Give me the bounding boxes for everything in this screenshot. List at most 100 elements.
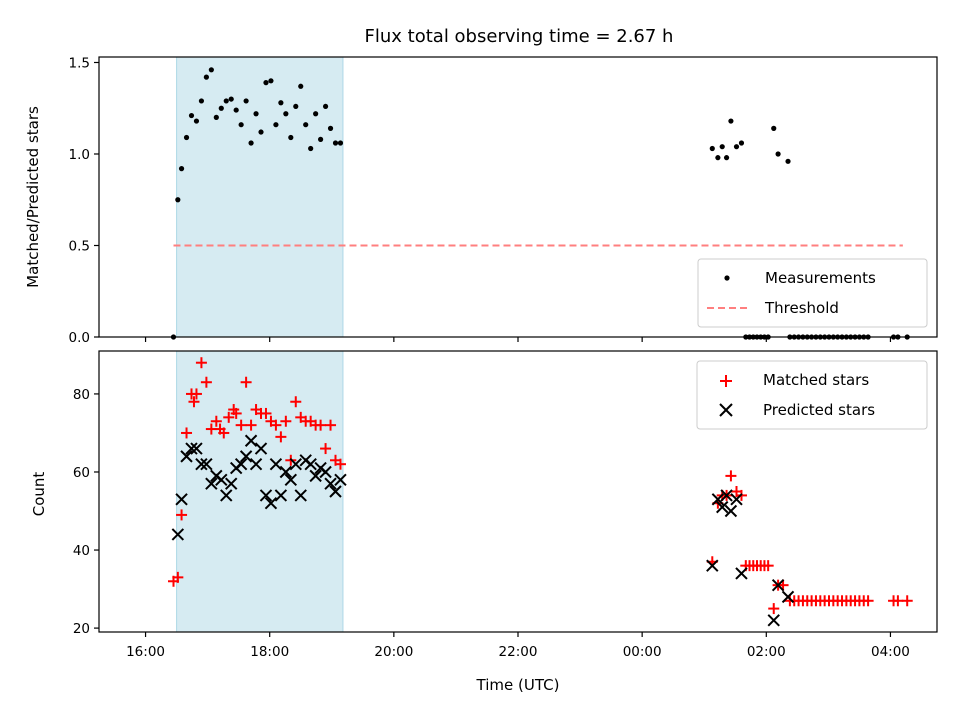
predicted-point (259, 489, 273, 502)
legend-predicted-marker (719, 403, 733, 417)
bottom-y-tick-label: 80 (73, 387, 90, 403)
legend-measurements-label: Measurements (765, 269, 876, 287)
matched-points (167, 357, 913, 615)
measurement-point (243, 98, 249, 104)
measurement-point (175, 197, 181, 203)
predicted-point (329, 485, 342, 498)
measurement-point (303, 122, 309, 128)
predicted-point (279, 465, 293, 479)
measurement-point (733, 144, 740, 150)
measurement-point (228, 96, 234, 102)
predicted-point (249, 457, 263, 471)
predicted-point (289, 457, 302, 471)
top-y-tick-label: 0.5 (69, 238, 90, 254)
measurement-point (248, 140, 254, 146)
measurement-point (218, 105, 224, 111)
x-tick-label: 02:00 (747, 644, 786, 660)
matched-point (862, 595, 874, 607)
measurement-point (278, 100, 284, 106)
measurement-point (738, 140, 745, 146)
measurement-point (715, 155, 721, 161)
predicted-point (269, 457, 283, 471)
measurement-point (785, 158, 791, 164)
measurement-point (183, 134, 190, 141)
top-y-axis-label: Matched/Predicted stars (24, 106, 42, 288)
matched-point (290, 396, 302, 408)
legend-threshold-label: Threshold (764, 299, 839, 317)
measurement-point (288, 134, 294, 141)
measurement-point (771, 125, 777, 131)
top-y-tick-label: 1.5 (69, 55, 90, 71)
top-y-ticks: 0.0 0.5 1.0 1.5 (69, 55, 99, 346)
chart-title: Flux total observing time = 2.67 h (365, 26, 674, 47)
predicted-point (175, 493, 188, 506)
predicted-point (716, 500, 729, 514)
top-y-tick-label: 0.0 (69, 330, 90, 346)
matched-point (901, 595, 913, 607)
measurement-point (298, 83, 304, 89)
predicted-point (254, 442, 268, 455)
predicted-point (200, 457, 213, 471)
top-legend-box (697, 258, 928, 328)
matched-point (334, 458, 346, 470)
matched-point (230, 407, 242, 419)
measurement-point (198, 98, 205, 104)
predicted-point (735, 567, 748, 580)
measurement-point (193, 118, 200, 124)
measurement-point (263, 80, 269, 86)
predicted-point (334, 473, 347, 486)
matched-point (190, 388, 202, 400)
predicted-point (239, 450, 253, 463)
measurement-points (170, 67, 910, 340)
bottom-y-tick-label: 40 (73, 543, 90, 559)
predicted-point (711, 493, 725, 506)
matched-point (240, 376, 252, 388)
measurement-point (233, 107, 239, 113)
measurement-point (238, 122, 244, 128)
predicted-point (730, 493, 743, 506)
bottom-legend-box (696, 360, 928, 430)
predicted-point (274, 489, 288, 502)
matched-point (270, 419, 282, 431)
bottom-legend: Matched stars Predicted stars (696, 360, 928, 430)
matched-point (762, 560, 774, 572)
measurement-point (208, 67, 214, 73)
measurement-point (213, 114, 219, 120)
matched-point (223, 411, 235, 423)
predicted-point (324, 477, 337, 490)
measurement-point (318, 136, 324, 142)
measurement-point (728, 118, 734, 124)
predicted-point (767, 614, 780, 627)
matched-point (235, 419, 247, 431)
measurement-point (253, 111, 259, 117)
measurement-point (719, 144, 725, 150)
predicted-point (220, 489, 233, 502)
x-tick-label: 16:00 (126, 644, 165, 660)
measurement-point (322, 103, 329, 110)
bottom-y-ticks: 20 40 60 80 (73, 387, 99, 637)
matched-point (200, 376, 212, 388)
measurement-point (709, 145, 715, 152)
x-axis-label: Time (UTC) (476, 676, 560, 694)
predicted-point (284, 473, 298, 486)
measurement-point (723, 155, 730, 161)
predicted-point (706, 559, 719, 572)
predicted-point (771, 578, 785, 592)
top-y-tick-label: 1.0 (69, 147, 90, 163)
predicted-point (215, 473, 228, 486)
matched-point (188, 396, 200, 408)
measurement-point (178, 166, 185, 172)
bottom-y-tick-label: 60 (73, 465, 90, 481)
top-x-ticks (144, 337, 892, 342)
x-tick-label: 04:00 (871, 644, 910, 660)
predicted-point (195, 457, 208, 471)
legend-measurements-marker (724, 275, 730, 281)
bottom-x-ticks: 16:00 18:00 20:00 22:00 00:00 02:00 04:00 (126, 632, 910, 660)
matched-point (325, 419, 337, 431)
predicted-point (304, 457, 317, 471)
predicted-point (225, 477, 238, 490)
measurement-point (308, 145, 314, 152)
x-tick-label: 22:00 (499, 644, 538, 660)
predicted-point (724, 504, 738, 518)
